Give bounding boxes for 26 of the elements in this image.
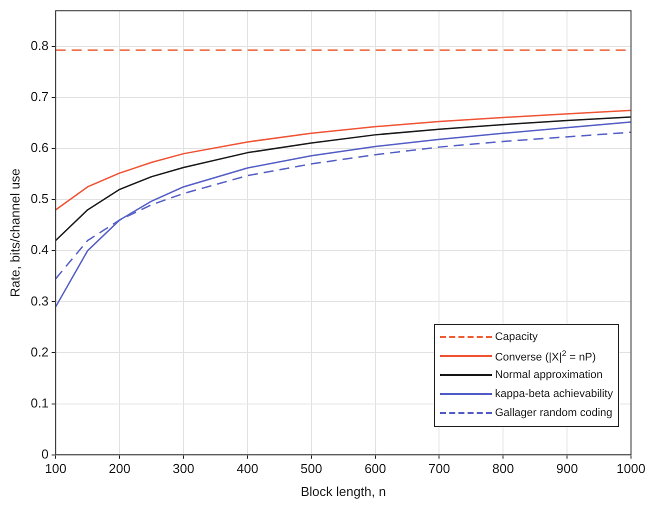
x-tick-label: 600: [364, 461, 386, 476]
y-tick-label: 0.5: [30, 191, 49, 206]
y-tick-label: 0.1: [30, 395, 49, 410]
legend-label: Gallager random coding: [494, 407, 612, 420]
y-tick-label: 0.3: [30, 293, 49, 308]
y-tick-label: 0.6: [30, 140, 49, 156]
y-tick-label: 0: [41, 446, 49, 462]
x-tick-label: 700: [428, 461, 450, 476]
x-tick-label: 200: [108, 461, 130, 476]
x-tick-label: 1000: [616, 461, 646, 476]
y-tick-label: 0.7: [30, 89, 49, 104]
y-tick-label: 0.2: [30, 344, 49, 360]
legend-label: Converse (|X|$^{2}$ = nP): [494, 348, 596, 364]
legend-label: kappa-beta achievability: [494, 388, 613, 400]
legend-label: Capacity: [494, 331, 538, 344]
x-tick-label: 800: [492, 461, 514, 476]
legend-label: Normal approximation: [494, 369, 603, 382]
x-axis-title: Block length, n: [300, 484, 386, 499]
x-tick-label: 300: [172, 461, 194, 476]
y-axis-title: Rate, bits/channel use: [7, 168, 22, 298]
y-tick-label: 0.8: [30, 38, 49, 54]
x-tick-label: 400: [236, 461, 258, 476]
x-tick-label: 100: [44, 461, 67, 476]
y-tick-label: 0.4: [30, 242, 49, 258]
x-tick-label: 500: [300, 461, 322, 476]
x-tick-label: 900: [556, 461, 578, 476]
